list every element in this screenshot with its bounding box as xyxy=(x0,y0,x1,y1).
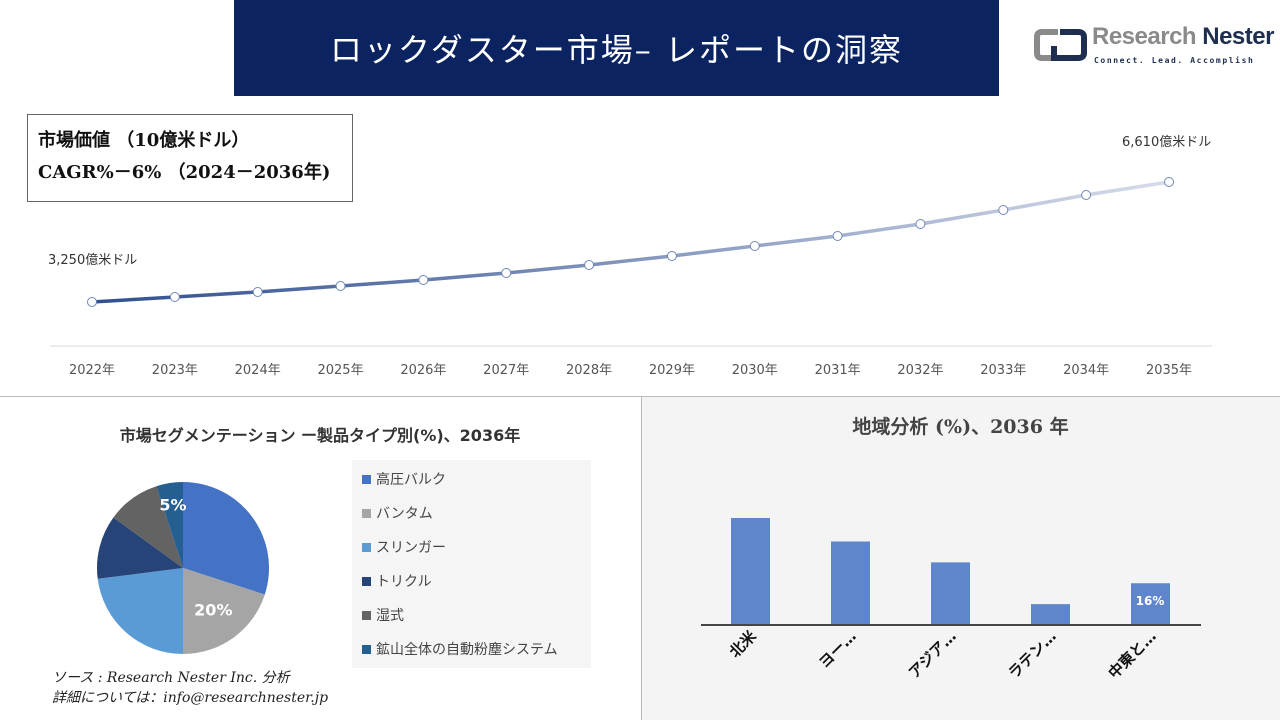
x-tick-label: アジア… xyxy=(905,627,960,682)
legend-item: スリンガー xyxy=(362,530,581,564)
pie-slice xyxy=(183,568,265,654)
data-point xyxy=(501,268,512,278)
legend-swatch xyxy=(362,576,371,586)
legend-swatch xyxy=(362,610,371,620)
cagr-label: CAGR%－6% （2024－2036年) xyxy=(38,162,331,183)
x-tick-label: 2033年 xyxy=(980,363,1026,378)
bar-chart-title: 地域分析 (%)、2036 年 xyxy=(852,416,1069,438)
x-tick-label: 2035年 xyxy=(1146,363,1192,378)
bar xyxy=(731,518,770,625)
pie-slice xyxy=(183,482,269,595)
pie-data-label: 20% xyxy=(194,601,232,620)
bar xyxy=(831,541,870,625)
legend-swatch xyxy=(362,508,371,518)
pie-slice xyxy=(97,568,183,654)
x-tick-label: 北米 xyxy=(726,626,761,661)
end-value-label: 6,610億米ドル xyxy=(1122,134,1211,150)
market-value-label: 市場価値 （10億米ドル） xyxy=(38,130,250,151)
pie-slice xyxy=(156,482,183,568)
pie-slice xyxy=(113,486,183,568)
start-value-label: 3,250億米ドル xyxy=(48,252,137,268)
x-tick-label: 2025年 xyxy=(317,363,363,378)
legend-label: 湿式 xyxy=(376,608,404,624)
legend-swatch xyxy=(362,644,371,654)
logo-icon xyxy=(1034,29,1087,61)
x-tick-label: 2027年 xyxy=(483,363,529,378)
bar-chart: 北米 ヨー… アジア… ラテン… 16% 中東と… xyxy=(701,518,1201,682)
legend-label: バンタム xyxy=(376,506,433,522)
logo-name-research: Research xyxy=(1092,23,1197,50)
legend-label: 鉱山全体の自動粉塵システム xyxy=(376,642,558,658)
line-chart: 2022年 2023年 2024年 2025年 2026年 2027年 2028年 2029年… xyxy=(48,134,1212,378)
legend-swatch xyxy=(362,474,371,484)
data-point xyxy=(584,260,595,270)
research-nester-logo: Research Nester Connect. Lead. Accomplis… xyxy=(1034,23,1274,72)
data-point xyxy=(666,251,677,261)
pie-legend: 高圧バルクバンタムスリンガートリクル湿式鉱山全体の自動粉塵システム xyxy=(352,460,591,668)
data-point xyxy=(169,292,180,302)
x-tick-label: 2031年 xyxy=(815,363,861,378)
x-tick-label: ラテン… xyxy=(1005,627,1060,682)
x-tick-label: 2028年 xyxy=(566,363,612,378)
x-tick-label: 2026年 xyxy=(400,363,446,378)
x-tick-label: 2024年 xyxy=(235,363,281,378)
section-divider xyxy=(0,396,1280,397)
logo-name-nester: Nester xyxy=(1202,23,1274,50)
legend-label: トリクル xyxy=(376,574,432,590)
pie-chart: 20% 5% xyxy=(97,482,269,654)
legend-swatch xyxy=(362,542,371,552)
logo-tagline: Connect. Lead. Accomplish xyxy=(1094,56,1255,65)
pie-data-label: 5% xyxy=(159,495,186,514)
x-tick-label: 中東と… xyxy=(1105,627,1160,682)
x-tick-label: 2023年 xyxy=(152,363,198,378)
contact-line: 詳細については：info@researchnester.jp xyxy=(52,690,329,706)
data-point xyxy=(252,287,263,297)
x-tick-label: 2034年 xyxy=(1063,363,1109,378)
pie-slice xyxy=(97,517,183,579)
source-line: ソース : Research Nester Inc. 分析 xyxy=(52,670,290,686)
legend-item: 鉱山全体の自動粉塵システム xyxy=(362,632,581,666)
data-point xyxy=(418,275,429,285)
x-tick-label: ヨー… xyxy=(815,627,860,672)
pie-chart-title: 市場セグメンテーション ー製品タイプ別(%)、2036年 xyxy=(119,426,521,445)
bar xyxy=(1031,604,1070,625)
source-note: ソース : Research Nester Inc. 分析 詳細については：in… xyxy=(52,668,328,708)
legend-label: スリンガー xyxy=(376,540,446,556)
data-point xyxy=(1164,177,1174,187)
bar xyxy=(931,562,970,625)
data-point xyxy=(87,297,97,307)
x-tick-label: 2029年 xyxy=(649,363,695,378)
data-point xyxy=(998,205,1009,215)
market-info-box: 市場価値 （10億米ドル） CAGR%－6% （2024－2036年) xyxy=(27,114,353,202)
data-point xyxy=(1081,190,1092,200)
x-tick-label: 2030年 xyxy=(732,363,778,378)
legend-item: 高圧バルク xyxy=(362,462,581,496)
legend-item: 湿式 xyxy=(362,598,581,632)
data-point xyxy=(832,231,843,241)
bar xyxy=(1131,583,1170,625)
data-point xyxy=(749,241,760,251)
data-point xyxy=(335,281,346,291)
data-point xyxy=(915,219,926,229)
legend-item: トリクル xyxy=(362,564,581,598)
page-title: ロックダスター市場– レポートの洞察 xyxy=(234,0,999,96)
bar-data-label: 16% xyxy=(1136,594,1165,608)
x-tick-label: 2022年 xyxy=(69,363,115,378)
legend-label: 高圧バルク xyxy=(376,472,446,488)
line-series xyxy=(91,180,1170,304)
x-tick-label: 2032年 xyxy=(897,363,943,378)
legend-item: バンタム xyxy=(362,496,581,530)
